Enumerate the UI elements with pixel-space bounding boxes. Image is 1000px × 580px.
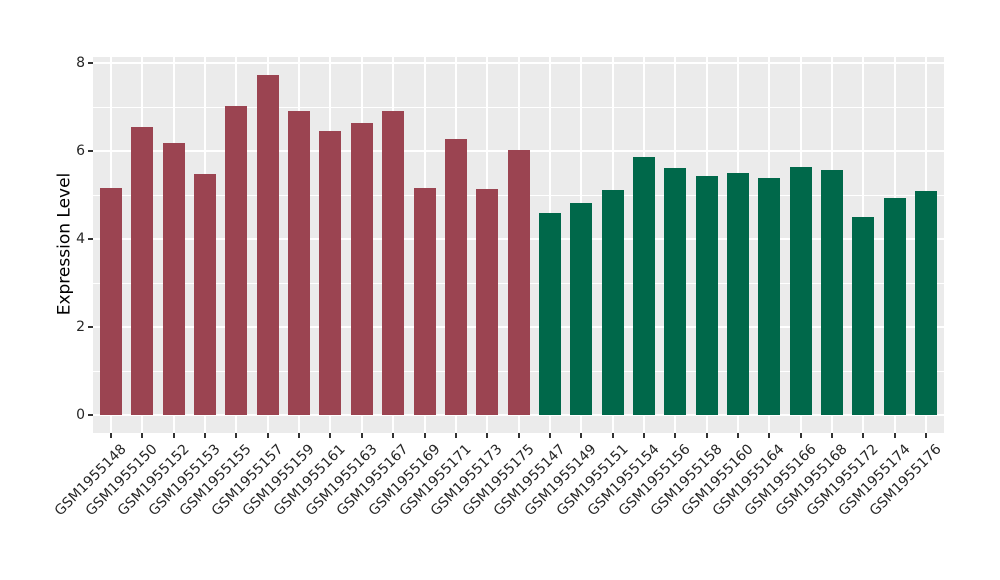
x-tick-mark bbox=[642, 433, 645, 438]
bar-GSM1955169 bbox=[413, 187, 436, 415]
bar-GSM1955149 bbox=[570, 203, 593, 415]
x-tick-mark bbox=[580, 433, 583, 438]
y-tick-mark bbox=[88, 150, 93, 152]
x-tick-mark bbox=[454, 433, 457, 438]
x-tick-mark bbox=[266, 433, 269, 438]
bar-GSM1955148 bbox=[100, 188, 122, 415]
x-tick-mark bbox=[298, 433, 301, 438]
bar-GSM1955155 bbox=[225, 105, 248, 415]
x-tick-mark bbox=[611, 433, 614, 438]
x-tick-mark bbox=[141, 433, 144, 438]
x-tick-mark bbox=[831, 433, 834, 438]
bar-GSM1955156 bbox=[664, 168, 687, 415]
y-tick-label: 0 bbox=[76, 407, 85, 423]
bar-GSM1955151 bbox=[601, 189, 624, 415]
bar-GSM1955172 bbox=[852, 217, 875, 415]
x-tick-mark bbox=[517, 433, 520, 438]
y-tick-mark bbox=[88, 62, 93, 64]
y-tick-label: 2 bbox=[76, 319, 85, 335]
bar-GSM1955153 bbox=[194, 173, 217, 415]
x-tick-mark bbox=[548, 433, 551, 438]
y-tick-label: 8 bbox=[76, 55, 85, 71]
x-tick-mark bbox=[392, 433, 395, 438]
bar-GSM1955161 bbox=[319, 131, 342, 415]
x-tick-mark bbox=[110, 433, 112, 438]
x-tick-mark bbox=[204, 433, 207, 438]
bar-GSM1955164 bbox=[758, 177, 781, 415]
bar-GSM1955150 bbox=[131, 126, 154, 415]
bar-GSM1955167 bbox=[382, 110, 405, 415]
x-tick-mark bbox=[486, 433, 489, 438]
bar-GSM1955176 bbox=[915, 191, 938, 415]
plot-panel bbox=[93, 57, 944, 433]
bar-GSM1955160 bbox=[727, 172, 749, 415]
bar-GSM1955175 bbox=[507, 149, 530, 415]
y-tick-mark bbox=[88, 238, 93, 240]
x-tick-mark bbox=[674, 433, 677, 438]
bar-GSM1955166 bbox=[789, 167, 812, 415]
x-tick-mark bbox=[329, 433, 332, 438]
bar-GSM1955154 bbox=[632, 156, 655, 415]
bar-GSM1955157 bbox=[256, 74, 279, 415]
y-tick-mark bbox=[88, 326, 93, 328]
y-tick-label: 6 bbox=[76, 143, 85, 159]
x-tick-mark bbox=[799, 433, 802, 438]
x-tick-mark bbox=[423, 433, 426, 438]
bar-GSM1955171 bbox=[444, 138, 467, 415]
y-tick-mark bbox=[88, 414, 93, 416]
x-tick-mark bbox=[862, 433, 865, 438]
x-tick-mark bbox=[925, 433, 928, 438]
bar-GSM1955152 bbox=[162, 143, 185, 415]
bar-GSM1955158 bbox=[695, 175, 718, 415]
bar-GSM1955173 bbox=[476, 189, 499, 415]
x-tick-mark bbox=[737, 433, 739, 438]
bar-GSM1955174 bbox=[883, 197, 906, 415]
bar-GSM1955147 bbox=[538, 213, 561, 415]
bar-GSM1955163 bbox=[350, 123, 373, 415]
x-tick-mark bbox=[705, 433, 708, 438]
x-tick-mark bbox=[172, 433, 175, 438]
x-tick-mark bbox=[768, 433, 771, 438]
x-tick-mark bbox=[360, 433, 363, 438]
y-tick-label: 4 bbox=[76, 231, 85, 247]
x-tick-mark bbox=[893, 433, 896, 438]
bar-GSM1955168 bbox=[821, 169, 844, 415]
x-tick-mark bbox=[235, 433, 238, 438]
bar-GSM1955159 bbox=[288, 110, 311, 415]
